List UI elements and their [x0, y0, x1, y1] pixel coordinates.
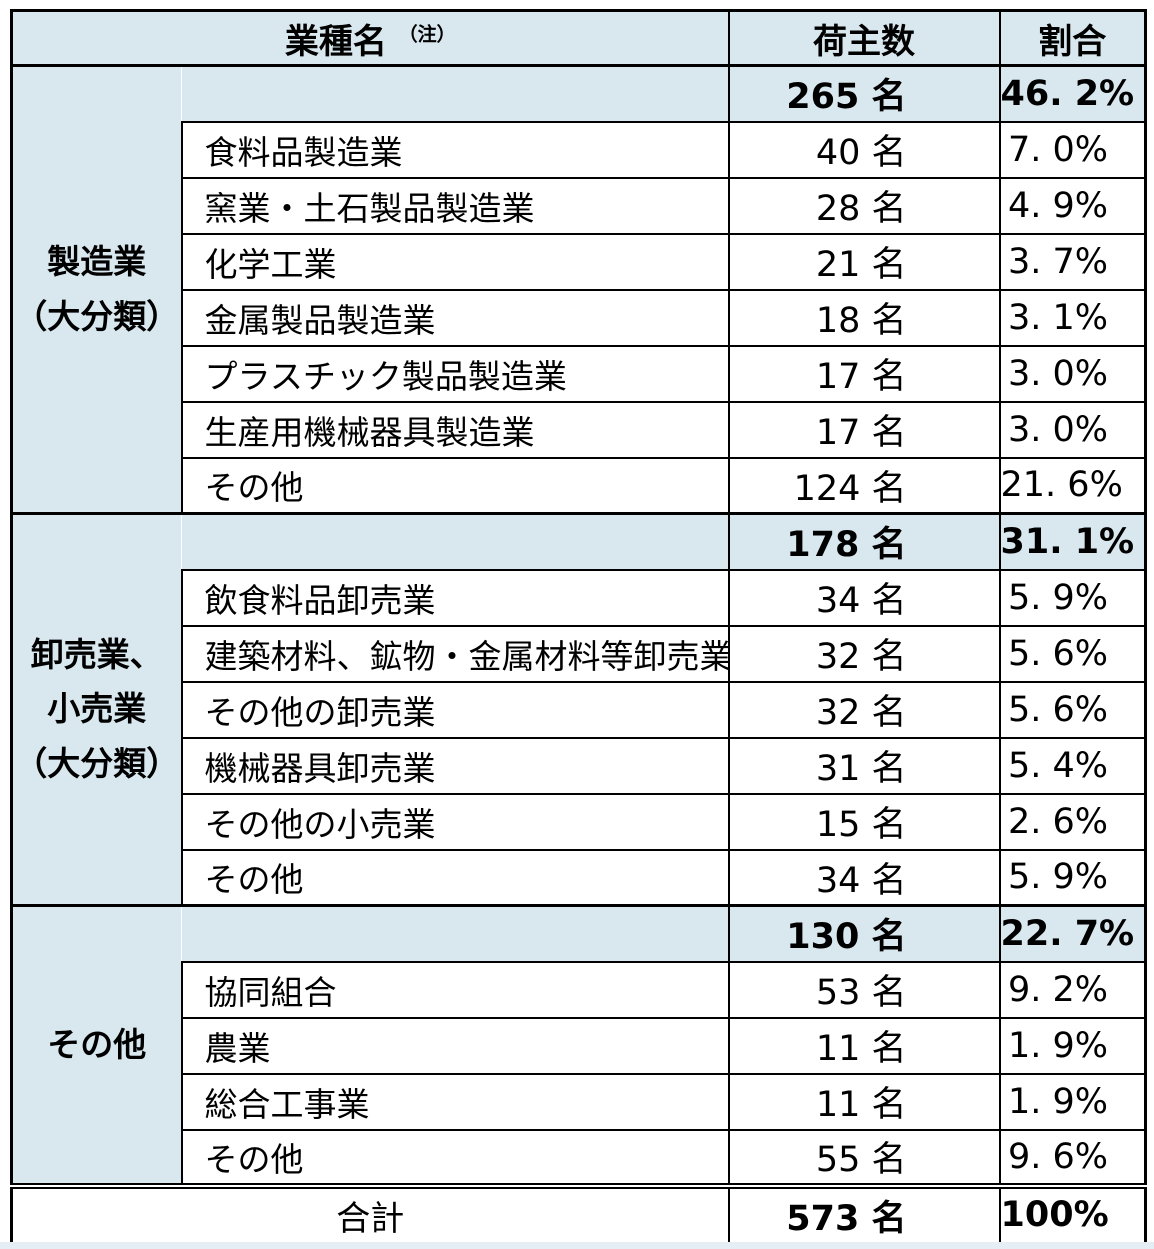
total-shippers: 573 名	[727, 1182, 1001, 1245]
share-value: 5. 6%	[998, 624, 1147, 683]
shippers-value: 55 名	[727, 1128, 1001, 1187]
industry-name: 化学工業	[180, 232, 730, 291]
share-value: 3. 0%	[998, 344, 1147, 403]
shippers-value: 11 名	[727, 1072, 1001, 1131]
subtotal-name-cell	[181, 904, 730, 963]
share-value: 4. 9%	[998, 176, 1147, 235]
industry-name: 金属製品製造業	[180, 288, 730, 347]
shippers-value: 18 名	[727, 288, 1001, 347]
table-row: 機械器具卸売業 31 名 5. 4%	[12, 736, 1147, 795]
share-value: 5. 9%	[998, 568, 1147, 627]
industry-name: 建築材料、鉱物・金属材料等卸売業	[180, 624, 730, 683]
total-label: 合計	[10, 1182, 730, 1245]
table-row: プラスチック製品製造業 17 名 3. 0%	[12, 344, 1147, 403]
shippers-value: 11 名	[727, 1016, 1001, 1075]
share-value: 9. 6%	[998, 1128, 1147, 1187]
share-value: 5. 6%	[998, 680, 1147, 739]
shippers-value: 53 名	[727, 960, 1001, 1019]
col-header-share: 割合	[998, 9, 1147, 67]
share-value: 3. 1%	[998, 288, 1147, 347]
table-row: その他 34 名 5. 9%	[12, 848, 1147, 907]
shippers-value: 17 名	[727, 400, 1001, 459]
industry-name: 協同組合	[180, 960, 730, 1019]
industry-name: その他	[180, 848, 730, 907]
table-row: 化学工業 21 名 3. 7%	[12, 232, 1147, 291]
subtotal-shippers: 265 名	[727, 64, 1001, 123]
industry-note-superscript: （注）	[398, 23, 456, 46]
industry-name: その他の小売業	[180, 792, 730, 851]
industry-name: 窯業・土石製品製造業	[180, 176, 730, 235]
subtotal-share: 22. 7%	[998, 904, 1147, 963]
group-label-others: その他	[10, 904, 182, 1187]
table-row: その他 124 名 21. 6%	[12, 456, 1147, 515]
share-value: 3. 0%	[998, 400, 1147, 459]
industry-name: 生産用機械器具製造業	[180, 400, 730, 459]
shippers-value: 34 名	[727, 568, 1001, 627]
table-row: 飲食料品卸売業 34 名 5. 9%	[12, 568, 1147, 627]
industry-name: 農業	[180, 1016, 730, 1075]
col-header-industry: 業種名 （注）	[10, 9, 730, 67]
subtotal-row-others: その他 130 名 22. 7%	[10, 904, 1147, 1187]
shippers-value: 32 名	[727, 624, 1001, 683]
shippers-value: 17 名	[727, 344, 1001, 403]
subtotal-name-cell	[181, 64, 730, 123]
total-share: 100%	[998, 1182, 1147, 1245]
header-row: 業種名 （注） 荷主数 割合	[10, 9, 1147, 67]
subtotal-shippers: 178 名	[727, 512, 1001, 571]
industry-name: 食料品製造業	[180, 120, 730, 179]
table-row: 総合工事業 11 名 1. 9%	[12, 1072, 1147, 1131]
industry-name: 機械器具卸売業	[180, 736, 730, 795]
shippers-value: 15 名	[727, 792, 1001, 851]
shippers-value: 34 名	[727, 848, 1001, 907]
shippers-value: 124 名	[727, 456, 1001, 515]
page-bottom-strip	[0, 1242, 1154, 1249]
subtotal-shippers: 130 名	[727, 904, 1001, 963]
subtotal-name-cell	[181, 512, 730, 571]
col-header-shippers: 荷主数	[727, 9, 1001, 67]
industry-name: プラスチック製品製造業	[180, 344, 730, 403]
industry-header-text: 業種名	[284, 21, 387, 62]
industry-name: その他	[180, 1128, 730, 1187]
table-row: 食料品製造業 40 名 7. 0%	[12, 120, 1147, 179]
share-value: 5. 9%	[998, 848, 1147, 907]
table-row: その他の卸売業 32 名 5. 6%	[12, 680, 1147, 739]
shippers-value: 31 名	[727, 736, 1001, 795]
table-row: 生産用機械器具製造業 17 名 3. 0%	[12, 400, 1147, 459]
industry-shippers-table: 業種名 （注） 荷主数 割合 製造業 （大分類） 265 名 46. 2% 食料…	[10, 9, 1148, 1245]
share-value: 2. 6%	[998, 792, 1147, 851]
share-value: 1. 9%	[998, 1072, 1147, 1131]
table-row: その他の小売業 15 名 2. 6%	[12, 792, 1147, 851]
subtotal-row-manufacturing: 製造業 （大分類） 265 名 46. 2%	[10, 64, 1147, 515]
total-row: 合計 573 名 100%	[10, 1182, 1147, 1245]
industry-name: その他	[180, 456, 730, 515]
table-row: 金属製品製造業 18 名 3. 1%	[12, 288, 1147, 347]
shippers-value: 21 名	[727, 232, 1001, 291]
table-row: その他 55 名 9. 6%	[12, 1128, 1147, 1187]
share-value: 1. 9%	[998, 1016, 1147, 1075]
group-label-manufacturing: 製造業 （大分類）	[10, 64, 182, 515]
share-value: 21. 6%	[998, 456, 1147, 515]
shippers-value: 32 名	[727, 680, 1001, 739]
subtotal-share: 46. 2%	[998, 64, 1147, 123]
table-row: 窯業・土石製品製造業 28 名 4. 9%	[12, 176, 1147, 235]
table-row: 農業 11 名 1. 9%	[12, 1016, 1147, 1075]
share-value: 5. 4%	[998, 736, 1147, 795]
share-value: 3. 7%	[998, 232, 1147, 291]
industry-name: 飲食料品卸売業	[180, 568, 730, 627]
share-value: 7. 0%	[998, 120, 1147, 179]
shippers-value: 40 名	[727, 120, 1001, 179]
group-label-wholesale-retail: 卸売業、 小売業 （大分類）	[10, 512, 182, 907]
subtotal-row-wholesale-retail: 卸売業、 小売業 （大分類） 178 名 31. 1%	[10, 512, 1147, 907]
industry-name: その他の卸売業	[180, 680, 730, 739]
share-value: 9. 2%	[998, 960, 1147, 1019]
subtotal-share: 31. 1%	[998, 512, 1147, 571]
industry-name: 総合工事業	[180, 1072, 730, 1131]
shippers-value: 28 名	[727, 176, 1001, 235]
table-row: 協同組合 53 名 9. 2%	[12, 960, 1147, 1019]
table-row: 建築材料、鉱物・金属材料等卸売業 32 名 5. 6%	[12, 624, 1147, 683]
